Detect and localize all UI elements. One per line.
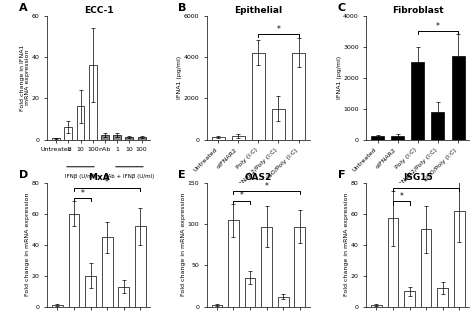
Bar	[113, 136, 121, 140]
Bar	[261, 227, 272, 307]
Bar	[118, 287, 129, 307]
Text: A: A	[18, 3, 27, 13]
Bar	[101, 136, 109, 140]
Text: IFNβ (U/ml): IFNβ (U/ml)	[65, 174, 96, 179]
Bar	[89, 65, 97, 140]
Bar	[69, 214, 79, 307]
Y-axis label: Fold change in mRNA expression: Fold change in mRNA expression	[26, 193, 30, 296]
Y-axis label: IFNA1 (pg/ml): IFNA1 (pg/ml)	[177, 56, 182, 99]
Text: D: D	[18, 171, 28, 181]
Text: *: *	[399, 192, 403, 201]
Text: F: F	[337, 171, 345, 181]
Bar	[292, 53, 305, 140]
Bar	[411, 62, 424, 140]
Bar	[454, 211, 465, 307]
Title: OAS2: OAS2	[245, 173, 272, 182]
Bar	[252, 53, 265, 140]
Text: *: *	[81, 189, 84, 198]
Y-axis label: Fold change in mRNA expression: Fold change in mRNA expression	[181, 193, 186, 296]
Bar	[421, 229, 431, 307]
Text: *: *	[240, 192, 244, 200]
Y-axis label: Fold change in IFNA1
mRNA expression: Fold change in IFNA1 mRNA expression	[20, 44, 30, 111]
Text: *: *	[276, 25, 281, 33]
Bar	[371, 136, 384, 140]
Bar	[404, 291, 415, 307]
Bar	[278, 297, 289, 307]
Y-axis label: Fold change in mRNA expression: Fold change in mRNA expression	[345, 193, 349, 296]
Y-axis label: IFNA1 (pg/ml): IFNA1 (pg/ml)	[337, 56, 342, 99]
Bar	[371, 305, 382, 307]
Text: E: E	[178, 171, 186, 181]
Bar	[52, 305, 63, 307]
Title: ECC-1: ECC-1	[84, 6, 114, 15]
Title: MxA: MxA	[88, 173, 109, 182]
Bar	[228, 220, 239, 307]
Title: Epithelial: Epithelial	[234, 6, 283, 15]
Bar	[211, 305, 222, 307]
Text: *: *	[105, 178, 109, 187]
Text: *: *	[424, 178, 428, 187]
Bar	[76, 106, 84, 140]
Bar	[64, 127, 72, 140]
Bar	[272, 109, 285, 140]
Bar	[245, 278, 255, 307]
Bar	[431, 112, 445, 140]
Text: C: C	[337, 3, 346, 13]
Bar	[211, 137, 225, 140]
Text: nAb + IFNβ (U/ml): nAb + IFNβ (U/ml)	[104, 174, 155, 179]
Title: ISG15: ISG15	[403, 173, 433, 182]
Bar	[85, 276, 96, 307]
Bar	[135, 226, 146, 307]
Bar	[52, 138, 60, 140]
Bar	[294, 227, 305, 307]
Bar	[391, 136, 404, 140]
Bar	[137, 137, 146, 140]
Bar	[438, 288, 448, 307]
Bar	[452, 56, 465, 140]
Bar	[102, 237, 112, 307]
Text: *: *	[436, 22, 440, 30]
Bar	[232, 136, 245, 140]
Bar	[126, 137, 133, 140]
Bar	[388, 218, 398, 307]
Title: Fibroblast: Fibroblast	[392, 6, 444, 15]
Text: *: *	[264, 182, 269, 191]
Text: B: B	[178, 3, 186, 13]
